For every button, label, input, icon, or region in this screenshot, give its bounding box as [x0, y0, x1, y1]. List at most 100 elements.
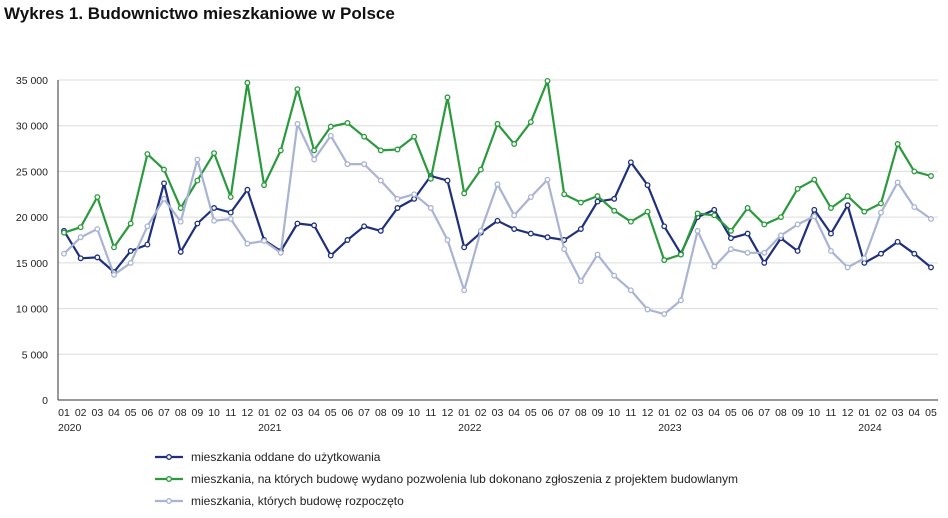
data-point [194, 220, 201, 227]
x-tick-label: 04 [708, 407, 720, 419]
data-point [844, 202, 851, 209]
data-point [677, 251, 684, 258]
data-point [677, 297, 684, 304]
x-tick-label: 08 [175, 407, 187, 419]
data-point [477, 166, 484, 173]
y-tick-label: 35 000 [16, 75, 48, 87]
data-point [494, 217, 501, 224]
x-axis-ticks: 01 02 03 04 05 06 07 08 09 10 11 12 01 02 03 04 05 06 07 08… [58, 407, 937, 434]
data-point [144, 223, 151, 230]
data-point [828, 230, 834, 237]
x-tick-label: 03 [692, 407, 704, 419]
data-point [727, 235, 734, 242]
data-point [294, 86, 301, 93]
x-tick-label: 07 [358, 407, 370, 419]
x-tick-label: 12 [442, 407, 454, 419]
legend-label: mieszkania, których budowę rozpoczęto [191, 494, 404, 508]
data-point [861, 208, 868, 215]
data-point [527, 230, 534, 237]
y-tick-label: 30 000 [16, 121, 48, 133]
x-year-label: 2020 [58, 422, 82, 434]
data-point [294, 220, 301, 227]
data-point [361, 161, 368, 168]
data-point [61, 250, 67, 257]
data-point [227, 194, 234, 200]
data-point [411, 195, 418, 202]
data-point [527, 119, 534, 126]
data-point [811, 206, 818, 213]
data-point [361, 223, 368, 230]
x-tick-label: 06 [542, 407, 554, 419]
data-point [844, 193, 851, 200]
x-year-label: 2021 [258, 422, 282, 434]
data-point [111, 271, 117, 278]
data-point [277, 249, 284, 256]
data-point [294, 120, 301, 127]
x-tick-label: 08 [575, 407, 587, 419]
data-point [577, 278, 584, 285]
data-point [394, 146, 401, 153]
data-point [94, 194, 101, 200]
data-point [928, 264, 934, 271]
data-point [661, 257, 668, 264]
data-point [461, 287, 468, 294]
data-point [661, 311, 668, 318]
data-point [261, 237, 268, 244]
x-tick-label: 03 [92, 407, 104, 419]
data-point [327, 132, 334, 139]
y-axis-ticks: 0 5 000 10 000 15 000 20 000 25 000 30 000 35 0… [16, 75, 48, 407]
data-point [161, 195, 167, 202]
data-point [911, 168, 918, 175]
x-tick-label: 09 [392, 407, 404, 419]
data-point [627, 159, 634, 166]
x-tick-label: 12 [842, 407, 854, 419]
data-point [794, 185, 801, 192]
data-point [794, 248, 801, 254]
data-point [611, 272, 618, 279]
x-tick-label: 05 [525, 407, 537, 419]
data-point [94, 254, 101, 261]
data-point [744, 205, 751, 211]
data-point [377, 177, 384, 184]
data-point [694, 227, 701, 234]
data-point [77, 224, 84, 231]
data-point [444, 177, 451, 184]
data-point [611, 195, 618, 202]
x-tick-label: 03 [492, 407, 504, 419]
x-tick-label: 06 [142, 407, 154, 419]
x-tick-label: 05 [325, 407, 337, 419]
data-point [644, 306, 651, 313]
data-point [144, 241, 151, 248]
x-tick-label: 06 [742, 407, 754, 419]
x-tick-label: 03 [892, 407, 904, 419]
data-point [711, 212, 718, 219]
data-point [427, 205, 434, 211]
x-tick-label: 08 [775, 407, 787, 419]
data-point [144, 151, 151, 158]
data-point [577, 199, 584, 206]
data-point [878, 200, 884, 207]
x-tick-label: 11 [826, 407, 837, 419]
data-point [327, 252, 334, 259]
data-point [894, 141, 901, 147]
data-point [227, 209, 234, 216]
data-point [544, 176, 551, 183]
x-year-label: 2024 [858, 422, 882, 434]
data-point [511, 226, 518, 232]
data-point [311, 147, 318, 154]
data-point [177, 218, 184, 225]
data-point [77, 255, 84, 262]
x-tick-label: 01 [258, 407, 270, 419]
data-point [878, 250, 884, 257]
data-point [861, 255, 868, 262]
x-tick-label: 05 [725, 407, 737, 419]
data-point [161, 166, 167, 173]
data-point [344, 237, 351, 243]
data-point [928, 173, 934, 179]
data-point [828, 248, 834, 254]
x-tick-label: 04 [108, 407, 120, 419]
data-point [261, 182, 268, 189]
y-tick-label: 10 000 [16, 304, 48, 316]
x-tick-label: 10 [208, 407, 220, 419]
data-point [244, 240, 251, 247]
